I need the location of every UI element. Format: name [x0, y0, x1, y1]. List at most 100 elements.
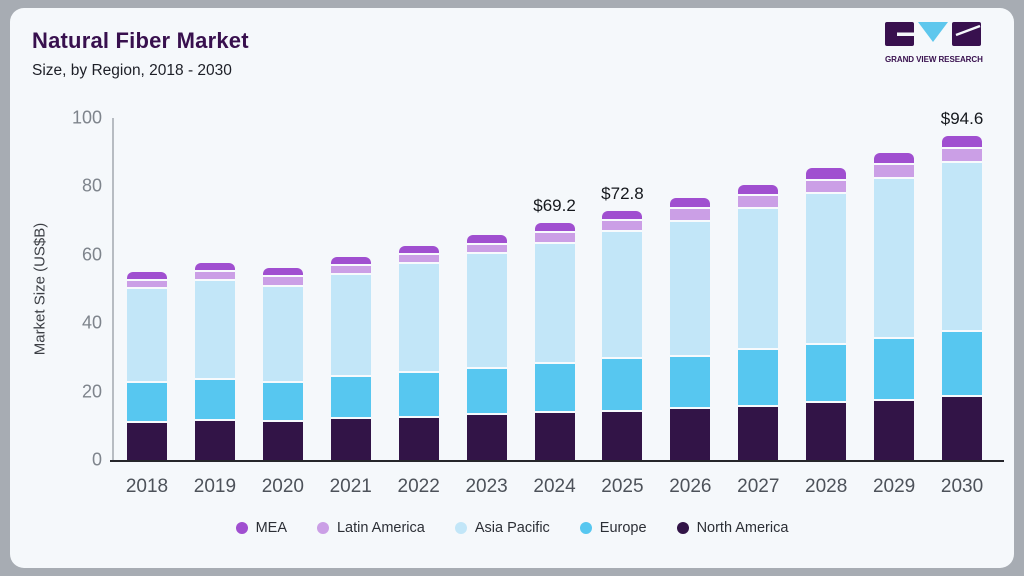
- bar-segment-mea: [874, 152, 915, 165]
- bar-segment-latin-america: [602, 220, 643, 232]
- bar-segment-latin-america: [534, 232, 575, 244]
- bar-segment-north-america: [330, 419, 371, 460]
- bar-2027: [738, 185, 779, 460]
- logo-v-triangle: [918, 22, 948, 42]
- y-tick-label: 0: [91, 449, 102, 470]
- bar-segment-latin-america: [738, 195, 779, 209]
- x-tick-label: 2021: [329, 476, 372, 497]
- bar-segment-north-america: [602, 411, 643, 460]
- bar-2025: [602, 211, 643, 460]
- bar-segment-mea: [942, 136, 983, 150]
- bar-segment-europe: [738, 349, 779, 407]
- x-tick-label: 2018: [125, 476, 169, 497]
- bar-2021: [330, 256, 371, 460]
- chart-legend: MEA Latin America Asia Pacific Europe North …: [10, 520, 1014, 536]
- x-tick-label: 2020: [261, 476, 304, 497]
- y-tick-label: 100: [71, 107, 102, 128]
- bar-segment-europe: [874, 338, 915, 401]
- bar-segment-asia-pacific: [534, 243, 575, 365]
- bar-segment-north-america: [194, 420, 235, 460]
- legend-label: North America: [696, 520, 789, 536]
- bar-segment-mea: [670, 198, 711, 210]
- legend-dot-icon: [235, 522, 248, 534]
- legend-item-asia-pacific: Asia Pacific: [454, 520, 550, 536]
- bar-segment-mea: [738, 185, 779, 196]
- bar-segment-asia-pacific: [262, 286, 303, 383]
- bar-segment-north-america: [942, 397, 983, 460]
- legend-item-mea: MEA: [235, 520, 287, 536]
- bar-segment-asia-pacific: [670, 222, 711, 357]
- logo-r-slash: [955, 24, 981, 37]
- bar-segment-europe: [330, 377, 371, 420]
- x-tick-label: 2026: [669, 476, 712, 497]
- bar-segment-europe: [942, 331, 983, 398]
- bar-segment-asia-pacific: [874, 178, 915, 339]
- bar-segment-europe: [194, 379, 235, 421]
- bar-segment-europe: [466, 369, 507, 416]
- bar-segment-asia-pacific: [738, 208, 779, 350]
- x-tick-label: 2030: [940, 476, 984, 497]
- bar-segment-asia-pacific: [398, 264, 439, 373]
- bar-segment-asia-pacific: [806, 194, 847, 346]
- legend-item-latin-america: Latin America: [316, 520, 425, 536]
- bar-segment-asia-pacific: [942, 163, 983, 332]
- bar-segment-north-america: [874, 400, 915, 460]
- x-tick-label: 2028: [805, 476, 848, 497]
- bar-segment-latin-america: [942, 149, 983, 164]
- bar-segment-latin-america: [874, 164, 915, 179]
- bar-2023: [466, 234, 507, 460]
- bar-segment-latin-america: [806, 180, 847, 195]
- x-tick-label: 2025: [601, 476, 644, 497]
- legend-item-europe: Europe: [579, 520, 647, 536]
- total-label-2025: $72.8: [601, 184, 644, 204]
- bar-segment-europe: [398, 372, 439, 418]
- x-axis-line: [110, 460, 1004, 462]
- bar-segment-mea: [330, 256, 371, 267]
- bar-segment-europe: [534, 364, 575, 414]
- bar-segment-asia-pacific: [330, 274, 371, 378]
- bar-segment-mea: [806, 168, 847, 181]
- grand-view-research-logo: GRAND VIEW RESEARCH: [885, 22, 984, 64]
- bar-segment-north-america: [670, 408, 711, 460]
- bar-segment-mea: [534, 223, 575, 233]
- bar-segment-asia-pacific: [602, 231, 643, 360]
- bar-2030: [942, 136, 983, 460]
- x-tick-label: 2027: [737, 476, 780, 497]
- legend-label: Asia Pacific: [474, 520, 550, 536]
- legend-dot-icon: [579, 522, 592, 534]
- legend-label: MEA: [255, 520, 287, 536]
- y-axis-line: [112, 118, 114, 460]
- x-tick-label: 2022: [397, 476, 440, 497]
- y-axis-title: Market Size (US$B): [31, 222, 49, 356]
- page-title: Natural Fiber Market: [32, 28, 249, 53]
- bar-segment-latin-america: [127, 280, 167, 289]
- bar-segment-north-america: [534, 413, 575, 460]
- bar-segment-north-america: [466, 415, 507, 460]
- bar-segment-north-america: [262, 421, 303, 460]
- bar-segment-asia-pacific: [466, 254, 507, 370]
- bar-segment-latin-america: [670, 209, 711, 223]
- bar-2029: [874, 152, 915, 460]
- bar-2022: [398, 245, 439, 460]
- legend-label: Europe: [599, 520, 647, 536]
- bar-2020: [262, 268, 303, 460]
- bar-segment-latin-america: [262, 277, 303, 287]
- x-tick-label: 2019: [193, 476, 237, 497]
- y-tick-label: 40: [81, 312, 102, 333]
- legend-item-north-america: North America: [676, 520, 789, 536]
- total-label-2024: $69.2: [533, 196, 576, 216]
- bar-segment-europe: [127, 383, 167, 423]
- legend-dot-icon: [676, 522, 689, 534]
- bar-segment-north-america: [398, 417, 439, 460]
- logo-wordmark: GRAND VIEW RESEARCH: [885, 55, 984, 64]
- logo-g-notch: [897, 32, 914, 36]
- x-tick-label: 2023: [465, 476, 508, 497]
- bar-segment-mea: [262, 268, 303, 278]
- bar-segment-latin-america: [194, 271, 235, 281]
- bar-segment-europe: [806, 345, 847, 404]
- bar-2024: [534, 223, 575, 460]
- bar-segment-north-america: [806, 403, 847, 460]
- bar-segment-latin-america: [330, 266, 371, 275]
- bar-segment-asia-pacific: [194, 280, 235, 380]
- bar-segment-north-america: [738, 406, 779, 460]
